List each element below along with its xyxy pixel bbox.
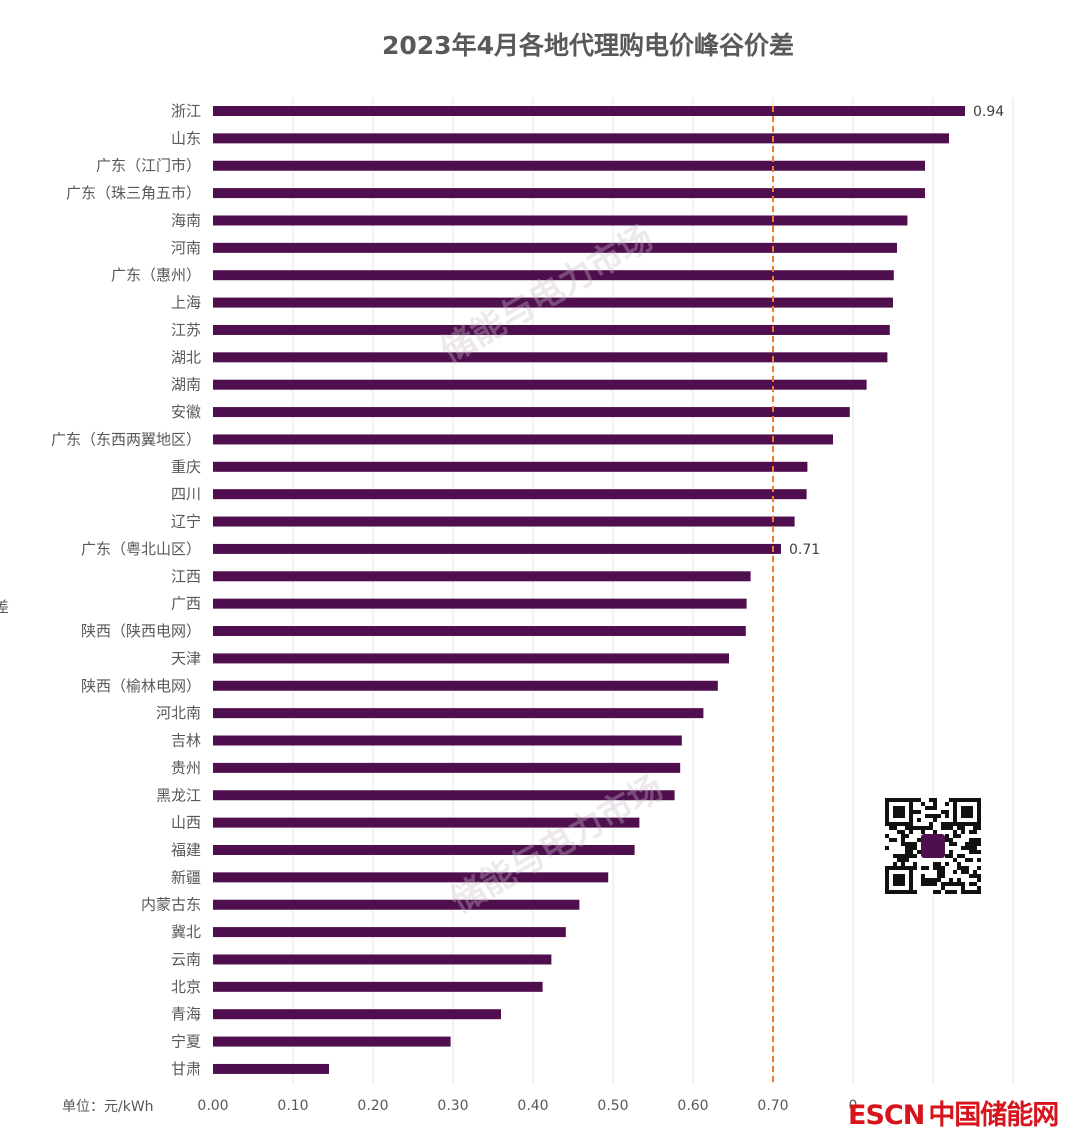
unit-label: 单位：元/kWh [62,1099,154,1115]
bar [213,106,965,116]
bar [213,1009,501,1020]
category-label: 青海 [171,1005,201,1023]
bar [213,270,894,281]
bar [213,215,908,226]
bar [213,407,850,418]
cropped-text-fragment: 差 [0,598,10,616]
category-label: 广东（东西两翼地区） [51,430,201,448]
bar [213,790,675,801]
category-label: 福建 [171,841,201,859]
data-label: 0.71 [789,542,820,558]
bar [213,1036,451,1047]
category-label: 陕西（陕西电网） [81,622,201,640]
x-tick-label: 0.20 [357,1098,388,1114]
x-tick-label: 0.40 [517,1098,548,1114]
category-label: 甘肃 [171,1060,201,1078]
category-label: 江苏 [171,321,201,339]
category-label: 内蒙古东 [141,896,201,914]
qr-code-icon [885,798,981,894]
x-tick-label: 0.00 [197,1098,228,1114]
category-label: 湖北 [171,348,201,366]
category-label: 辽宁 [171,513,201,531]
bar [213,762,681,773]
category-label: 上海 [171,294,201,312]
bar [213,461,808,472]
bar [213,133,949,144]
bar [213,626,746,637]
category-label: 云南 [171,950,201,968]
category-label: 江西 [171,567,201,585]
bar [213,516,795,527]
x-tick-label: 0.70 [757,1098,788,1114]
category-label: 广东（珠三角五市） [66,184,201,202]
category-label: 贵州 [171,759,201,777]
bar [213,680,718,691]
category-label: 新疆 [171,868,201,886]
bars [213,106,965,1074]
bar [213,324,890,335]
x-tick-label: 0 [849,1098,858,1114]
x-tick-label: 0.60 [677,1098,708,1114]
bar [213,872,609,883]
category-label: 天津 [171,649,201,667]
brand-logo-latin: ESCN [848,1100,925,1131]
bar [213,188,925,199]
bar [213,434,833,445]
data-label: 0.94 [973,104,1004,120]
category-label: 宁夏 [171,1033,201,1051]
category-label: 山西 [171,814,201,832]
bar [213,927,566,938]
category-label: 广东（江门市） [96,157,201,175]
bar [213,844,635,855]
bar [213,489,807,500]
bar [213,708,704,719]
category-label: 北京 [171,978,201,996]
x-tick-label: 0.50 [597,1098,628,1114]
bar [213,160,925,171]
category-label: 冀北 [171,923,201,941]
bar [213,242,897,253]
x-tick-label: 0.30 [437,1098,468,1114]
category-label: 安徽 [171,403,201,421]
category-label: 重庆 [171,458,201,476]
category-label: 广东（粤北山区） [81,540,201,558]
bar [213,297,893,308]
category-label: 广西 [171,595,201,613]
bar [213,899,580,910]
category-label: 黑龙江 [156,786,201,804]
x-tick-label: 0.10 [277,1098,308,1114]
bar [213,598,747,609]
data-labels: 0.94 0.71 [789,104,1004,558]
category-label: 广东（惠州） [111,266,201,284]
bar [213,571,751,582]
brand-logo-cn: 中国储能网 [928,1100,1059,1131]
category-label: 浙江 [171,102,201,120]
category-label: 河北南 [156,704,201,722]
bar [213,954,552,965]
bar [213,653,729,664]
category-label: 陕西（榆林电网） [81,677,201,695]
bar [213,543,781,554]
bar [213,735,682,746]
bar [213,1063,329,1074]
brand-logo: ESCN 中国储能网 [848,1093,1059,1132]
bar [213,817,640,828]
bar [213,379,867,390]
category-label: 吉林 [171,732,201,750]
x-tick-labels: 0.00 0.10 0.20 0.30 0.40 0.50 0.60 0.70 0 [197,1098,857,1114]
category-label: 河南 [171,239,201,257]
category-label: 海南 [171,211,201,229]
chart-title: 2023年4月各地代理购电价峰谷价差 [382,31,794,60]
category-label: 湖南 [171,376,201,394]
bar [213,981,543,992]
category-label: 四川 [171,485,201,503]
bar [213,352,888,363]
category-label: 山东 [171,129,201,147]
